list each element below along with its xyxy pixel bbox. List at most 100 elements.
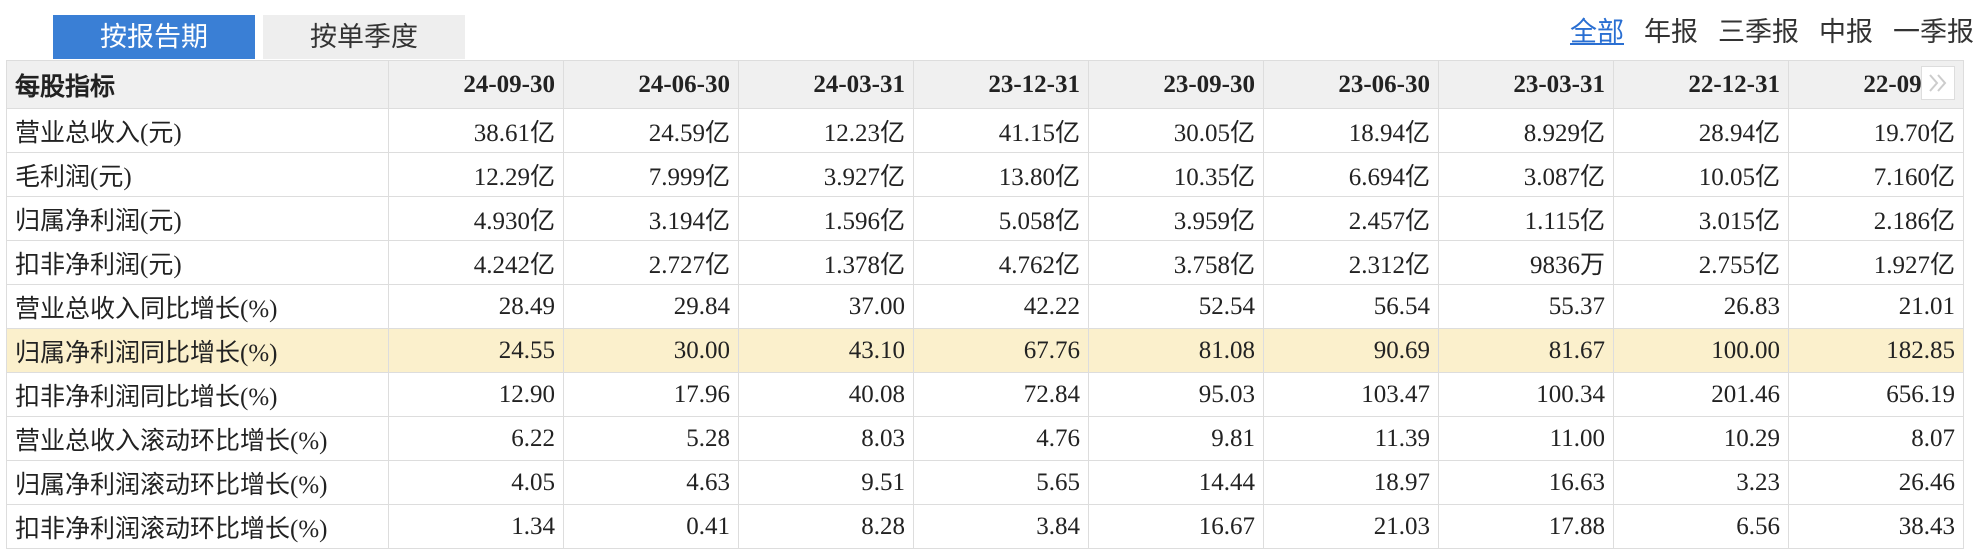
row-label: 营业总收入同比增长(%): [6, 284, 389, 329]
row-label: 扣非净利润(元): [6, 240, 389, 285]
header-cell: 24-03-31: [738, 60, 914, 109]
value-cell: 2.755亿: [1613, 240, 1789, 285]
value-cell: 2.186亿: [1788, 196, 1964, 241]
value-cell: 11.39: [1263, 416, 1439, 461]
table-row: 扣非净利润(元) 4.242亿 2.727亿 1.378亿 4.762亿 3.758亿 2.…: [6, 240, 1964, 285]
value-cell: 13.80亿: [913, 152, 1089, 197]
value-cell: 24.55: [388, 328, 564, 373]
value-cell: 18.97: [1263, 460, 1439, 505]
value-cell: 12.90: [388, 372, 564, 417]
filter-link[interactable]: 全部: [1570, 17, 1624, 48]
value-cell: 90.69: [1263, 328, 1439, 373]
table-row: 归属净利润滚动环比增长(%) 4.05 4.63 9.51 5.65 14.44 18.97…: [6, 460, 1964, 505]
value-cell: 95.03: [1088, 372, 1264, 417]
filter-link[interactable]: 中报: [1819, 17, 1873, 48]
value-cell: 3.23: [1613, 460, 1789, 505]
data-table: 每股指标 24-09-30 24-06-30 24-03-31 23-12-31 23-0…: [6, 60, 1964, 549]
header-cell: 23-12-31: [913, 60, 1089, 109]
value-cell: 30.05亿: [1088, 108, 1264, 153]
value-cell: 2.727亿: [563, 240, 739, 285]
header-cell: 23-03-31: [1438, 60, 1614, 109]
value-cell: 67.76: [913, 328, 1089, 373]
filter-link[interactable]: 三季报: [1718, 17, 1799, 48]
table-row: 毛利润(元) 12.29亿 7.999亿 3.927亿 13.80亿 10.35亿 6.69…: [6, 152, 1964, 197]
header-cell: 23-06-30: [1263, 60, 1439, 109]
value-cell: 4.76: [913, 416, 1089, 461]
value-cell: 103.47: [1263, 372, 1439, 417]
tab-bar: 按报告期 按单季度: [53, 15, 465, 59]
value-cell: 8.07: [1788, 416, 1964, 461]
value-cell: 4.05: [388, 460, 564, 505]
row-label: 归属净利润同比增长(%): [6, 328, 389, 373]
value-cell: 201.46: [1613, 372, 1789, 417]
value-cell: 26.46: [1788, 460, 1964, 505]
row-label: 归属净利润滚动环比增长(%): [6, 460, 389, 505]
value-cell: 40.08: [738, 372, 914, 417]
value-cell: 100.34: [1438, 372, 1614, 417]
value-cell: 9836万: [1438, 240, 1614, 285]
value-cell: 4.762亿: [913, 240, 1089, 285]
header-cell: 22-12-31: [1613, 60, 1789, 109]
value-cell: 6.56: [1613, 504, 1789, 549]
header-row: 每股指标 24-09-30 24-06-30 24-03-31 23-12-31 23-0…: [6, 60, 1964, 109]
value-cell: 17.88: [1438, 504, 1614, 549]
row-label: 扣非净利润同比增长(%): [6, 372, 389, 417]
value-cell: 3.015亿: [1613, 196, 1789, 241]
value-cell: 26.83: [1613, 284, 1789, 329]
header-cell: 每股指标: [6, 60, 389, 109]
value-cell: 182.85: [1788, 328, 1964, 373]
value-cell: 21.03: [1263, 504, 1439, 549]
value-cell: 28.94亿: [1613, 108, 1789, 153]
value-cell: 81.08: [1088, 328, 1264, 373]
value-cell: 29.84: [563, 284, 739, 329]
value-cell: 30.00: [563, 328, 739, 373]
value-cell: 16.63: [1438, 460, 1614, 505]
value-cell: 3.758亿: [1088, 240, 1264, 285]
tab[interactable]: 按报告期: [53, 15, 255, 59]
value-cell: 4.242亿: [388, 240, 564, 285]
table-row: 归属净利润同比增长(%) 24.55 30.00 43.10 67.76 81.08 90.…: [6, 328, 1964, 373]
value-cell: 24.59亿: [563, 108, 739, 153]
value-cell: 4.930亿: [388, 196, 564, 241]
value-cell: 5.65: [913, 460, 1089, 505]
row-label: 营业总收入(元): [6, 108, 389, 153]
value-cell: 656.19: [1788, 372, 1964, 417]
value-cell: 42.22: [913, 284, 1089, 329]
filter-link[interactable]: 一季报: [1893, 17, 1974, 48]
value-cell: 10.29: [1613, 416, 1789, 461]
row-label: 营业总收入滚动环比增长(%): [6, 416, 389, 461]
value-cell: 72.84: [913, 372, 1089, 417]
value-cell: 9.51: [738, 460, 914, 505]
table-row: 归属净利润(元) 4.930亿 3.194亿 1.596亿 5.058亿 3.959亿 2.…: [6, 196, 1964, 241]
value-cell: 5.28: [563, 416, 739, 461]
value-cell: 37.00: [738, 284, 914, 329]
table-row: 营业总收入同比增长(%) 28.49 29.84 37.00 42.22 52.54 56.…: [6, 284, 1964, 329]
value-cell: 28.49: [388, 284, 564, 329]
filter-link[interactable]: 年报: [1644, 17, 1698, 48]
value-cell: 3.194亿: [563, 196, 739, 241]
value-cell: 4.63: [563, 460, 739, 505]
value-cell: 3.84: [913, 504, 1089, 549]
value-cell: 2.312亿: [1263, 240, 1439, 285]
row-label: 归属净利润(元): [6, 196, 389, 241]
scroll-arrow[interactable]: [1921, 66, 1955, 100]
value-cell: 100.00: [1613, 328, 1789, 373]
value-cell: 11.00: [1438, 416, 1614, 461]
value-cell: 52.54: [1088, 284, 1264, 329]
value-cell: 43.10: [738, 328, 914, 373]
value-cell: 0.41: [563, 504, 739, 549]
value-cell: 8.28: [738, 504, 914, 549]
value-cell: 7.999亿: [563, 152, 739, 197]
value-cell: 2.457亿: [1263, 196, 1439, 241]
value-cell: 12.23亿: [738, 108, 914, 153]
row-label: 毛利润(元): [6, 152, 389, 197]
value-cell: 6.22: [388, 416, 564, 461]
value-cell: 21.01: [1788, 284, 1964, 329]
value-cell: 16.67: [1088, 504, 1264, 549]
value-cell: 12.29亿: [388, 152, 564, 197]
value-cell: 41.15亿: [913, 108, 1089, 153]
value-cell: 8.929亿: [1438, 108, 1614, 153]
value-cell: 5.058亿: [913, 196, 1089, 241]
tab[interactable]: 按单季度: [263, 15, 465, 59]
